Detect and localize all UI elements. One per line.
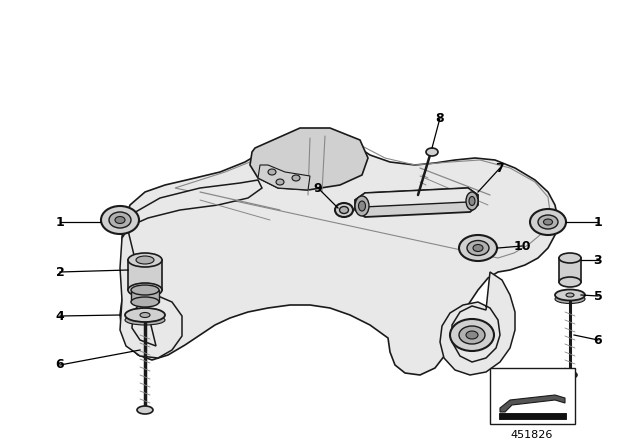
Ellipse shape bbox=[292, 175, 300, 181]
Text: 7: 7 bbox=[495, 161, 504, 175]
Polygon shape bbox=[440, 272, 515, 375]
Ellipse shape bbox=[559, 253, 581, 263]
Polygon shape bbox=[120, 180, 262, 358]
Ellipse shape bbox=[335, 203, 353, 217]
Text: 5: 5 bbox=[594, 289, 602, 302]
Polygon shape bbox=[500, 395, 565, 412]
Ellipse shape bbox=[555, 294, 585, 303]
Ellipse shape bbox=[473, 245, 483, 251]
Ellipse shape bbox=[467, 241, 489, 255]
Ellipse shape bbox=[450, 319, 494, 351]
Ellipse shape bbox=[115, 216, 125, 224]
Text: 1: 1 bbox=[594, 215, 602, 228]
Ellipse shape bbox=[131, 285, 159, 295]
Ellipse shape bbox=[459, 235, 497, 261]
Ellipse shape bbox=[136, 256, 154, 264]
Bar bbox=[490, 368, 575, 424]
Ellipse shape bbox=[563, 371, 577, 379]
Polygon shape bbox=[128, 260, 162, 290]
Text: 451826: 451826 bbox=[511, 430, 553, 440]
Ellipse shape bbox=[128, 283, 162, 297]
Ellipse shape bbox=[466, 331, 478, 339]
Ellipse shape bbox=[543, 219, 552, 225]
Text: 2: 2 bbox=[56, 266, 65, 279]
Ellipse shape bbox=[530, 209, 566, 235]
Ellipse shape bbox=[131, 297, 159, 307]
Text: 8: 8 bbox=[436, 112, 444, 125]
Text: 9: 9 bbox=[314, 181, 323, 194]
Ellipse shape bbox=[459, 326, 485, 344]
Ellipse shape bbox=[268, 169, 276, 175]
Text: 6: 6 bbox=[594, 333, 602, 346]
Text: 3: 3 bbox=[594, 254, 602, 267]
Ellipse shape bbox=[276, 179, 284, 185]
Text: 1: 1 bbox=[56, 215, 65, 228]
Ellipse shape bbox=[358, 201, 365, 211]
Ellipse shape bbox=[466, 192, 478, 210]
Ellipse shape bbox=[128, 253, 162, 267]
Text: 10: 10 bbox=[513, 240, 531, 253]
Ellipse shape bbox=[555, 289, 585, 301]
Ellipse shape bbox=[559, 277, 581, 287]
Polygon shape bbox=[355, 188, 478, 207]
Ellipse shape bbox=[140, 313, 150, 318]
Ellipse shape bbox=[109, 212, 131, 228]
Polygon shape bbox=[258, 165, 310, 190]
Text: 6: 6 bbox=[56, 358, 64, 371]
Ellipse shape bbox=[566, 293, 574, 297]
Ellipse shape bbox=[125, 308, 165, 322]
Ellipse shape bbox=[125, 315, 165, 325]
Ellipse shape bbox=[339, 207, 349, 214]
Ellipse shape bbox=[426, 148, 438, 156]
Bar bbox=[499, 413, 566, 419]
Ellipse shape bbox=[137, 406, 153, 414]
Text: 4: 4 bbox=[56, 310, 65, 323]
Ellipse shape bbox=[538, 215, 558, 229]
Ellipse shape bbox=[469, 197, 475, 206]
Ellipse shape bbox=[101, 206, 139, 234]
Polygon shape bbox=[355, 188, 478, 217]
Polygon shape bbox=[250, 128, 368, 190]
Polygon shape bbox=[131, 290, 159, 302]
Polygon shape bbox=[559, 258, 581, 282]
Ellipse shape bbox=[355, 196, 369, 216]
Polygon shape bbox=[120, 130, 558, 375]
